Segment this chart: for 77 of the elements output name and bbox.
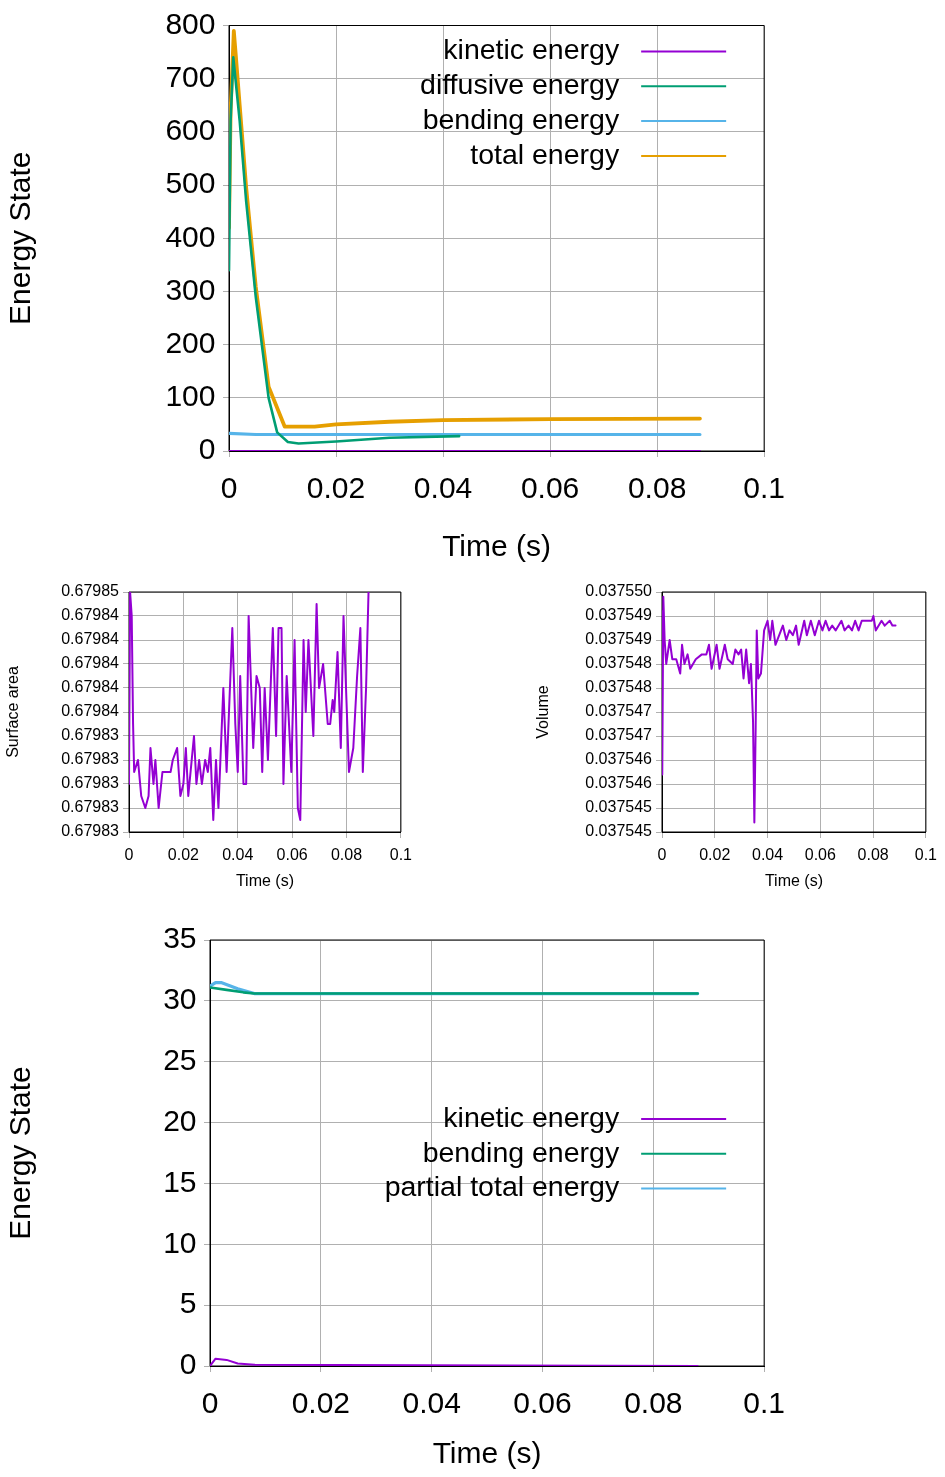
y-axis-title: Energy State [3,1066,37,1240]
y-tick-label: 0.037550 [585,582,653,600]
y-tick-label: 700 [165,59,216,93]
y-axis-title: Energy State [3,151,37,325]
y-tick-label: 20 [163,1103,197,1137]
legend-label: kinetic energy [443,1100,620,1133]
y-tick-label: 500 [165,166,216,200]
x-tick-label: 0.04 [751,846,784,864]
x-axis-title: Time (s) [432,1436,542,1470]
y-tick-label: 0.67985 [61,582,120,600]
y-tick-label: 0.037547 [585,702,653,720]
x-tick-label: 0.1 [743,471,786,505]
y-tick-label: 25 [163,1042,197,1076]
y-tick-label: 10 [163,1225,197,1259]
y-tick-label: 0.67983 [61,726,120,744]
legend-label: total energy [470,137,620,170]
x-tick-label: 0.1 [914,846,938,864]
x-tick-label: 0.02 [291,1386,351,1420]
y-tick-label: 200 [165,325,216,359]
x-tick-label: 0.04 [222,846,254,864]
y-tick-label: 800 [165,6,216,40]
y-axis-title: Volume [534,685,552,739]
y-tick-label: 300 [165,272,216,306]
x-tick-label: 0 [220,471,238,505]
y-tick-label: 0.037547 [585,726,653,744]
x-axis-title: Time (s) [235,871,294,889]
y-tick-label: 600 [165,113,216,147]
x-tick-label: 0.02 [167,846,200,864]
legend-label: bending energy [422,1135,620,1168]
y-tick-label: 0 [179,1347,197,1381]
y-tick-label: 0.67983 [61,822,120,840]
x-tick-label: 0.02 [306,471,366,505]
x-tick-label: 0 [657,846,667,864]
y-tick-label: 0 [198,432,216,466]
x-tick-label: 0.08 [624,1386,683,1420]
y-tick-label: 30 [163,982,197,1016]
y-tick-label: 0.67984 [61,678,120,696]
x-tick-label: 0 [124,846,134,864]
y-tick-label: 400 [165,219,216,253]
y-tick-label: 0.67983 [61,798,120,816]
x-tick-label: 0.08 [330,846,363,864]
x-tick-label: 0.08 [857,846,889,864]
x-tick-label: 0.02 [699,846,731,864]
x-tick-label: 0.08 [627,471,687,505]
x-axis-title: Time (s) [442,529,552,563]
y-tick-label: 15 [163,1164,197,1198]
y-tick-label: 0.67983 [61,774,120,792]
y-tick-label: 0.037546 [585,750,653,768]
y-tick-label: 0.037545 [585,798,653,816]
legend-label: kinetic energy [443,33,620,66]
x-tick-label: 0.06 [804,846,836,864]
y-tick-label: 0.037545 [585,822,653,840]
x-tick-label: 0.06 [276,846,308,864]
y-tick-label: 5 [179,1286,197,1320]
y-tick-label: 0.67984 [61,630,120,648]
x-tick-label: 0.06 [513,1386,572,1420]
legend-label: diffusive energy [420,68,620,101]
y-tick-label: 100 [165,379,216,413]
legend-label: partial total energy [384,1170,620,1203]
y-tick-label: 0.67983 [61,750,120,768]
legend-label: bending energy [422,102,620,135]
y-tick-label: 0.67984 [61,654,120,672]
y-axis-title: Surface area [4,666,22,758]
y-tick-label: 0.037549 [585,606,653,624]
y-tick-label: 0.67984 [61,606,120,624]
y-tick-label: 35 [163,921,197,955]
x-tick-label: 0.06 [520,471,580,505]
x-tick-label: 0.1 [389,846,413,864]
x-tick-label: 0.1 [743,1386,786,1420]
y-tick-label: 0.037549 [585,630,653,648]
y-tick-label: 0.037546 [585,774,653,792]
x-tick-label: 0.04 [413,471,473,505]
y-tick-label: 0.037548 [585,654,653,672]
x-tick-label: 0.04 [402,1386,461,1420]
y-tick-label: 0.67984 [61,702,120,720]
y-tick-label: 0.037548 [585,678,653,696]
x-axis-title: Time (s) [764,871,823,889]
